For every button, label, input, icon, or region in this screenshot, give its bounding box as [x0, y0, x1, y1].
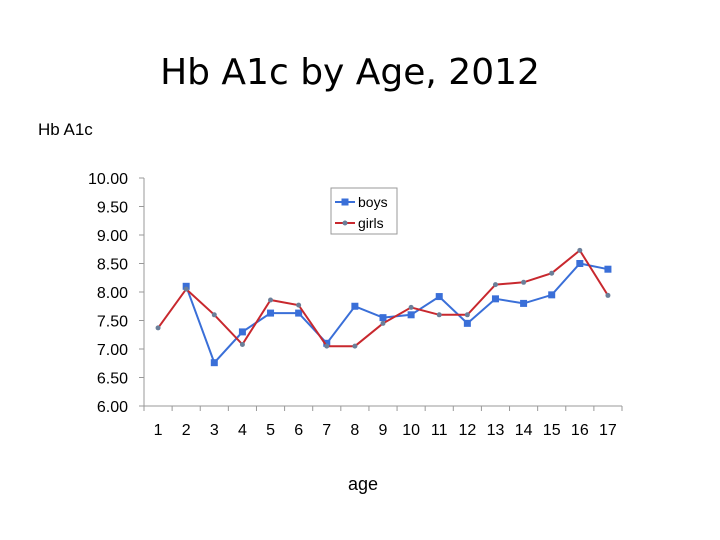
data-point-girls	[492, 282, 498, 288]
data-point-girls	[605, 292, 611, 298]
legend-label-girls: girls	[358, 215, 384, 231]
data-point-girls	[521, 279, 527, 285]
data-point-boys	[604, 265, 612, 273]
legend-label-boys: boys	[358, 194, 388, 210]
data-point-boys	[407, 311, 415, 319]
data-point-boys	[463, 319, 471, 327]
data-point-boys	[576, 260, 584, 267]
data-point-boys	[548, 291, 556, 299]
data-point-girls	[408, 304, 414, 310]
data-point-boys	[491, 295, 499, 303]
x-axis-title: age	[348, 474, 379, 494]
x-tick-label: 7	[322, 422, 331, 439]
series-line-boys	[185, 262, 609, 365]
data-point-boys	[379, 314, 387, 322]
x-tick-label: 13	[487, 422, 505, 439]
legend-swatch-marker	[342, 220, 348, 226]
data-point-boys	[435, 293, 443, 301]
data-point-girls	[183, 286, 189, 292]
x-tick-label: 4	[238, 422, 247, 439]
x-tick-label: 1	[154, 422, 163, 439]
x-tick-label: 3	[210, 422, 219, 439]
y-tick-label: 7.50	[97, 314, 128, 331]
data-point-girls	[577, 247, 583, 253]
legend-box	[330, 187, 398, 235]
x-tick-label: 11	[431, 422, 448, 439]
data-point-boys	[295, 309, 303, 317]
data-point-girls	[549, 270, 555, 276]
data-point-girls	[155, 325, 161, 331]
data-point-girls	[211, 312, 217, 318]
data-point-girls	[464, 312, 470, 318]
data-point-girls	[296, 302, 302, 308]
y-tick-label: 6.00	[97, 399, 128, 416]
data-point-boys	[267, 309, 275, 317]
data-point-boys	[238, 328, 246, 336]
x-tick-label: 2	[182, 422, 191, 439]
x-tick-label: 6	[294, 422, 303, 439]
y-tick-label: 10.00	[88, 171, 128, 188]
x-tick-label: 10	[402, 422, 420, 439]
data-point-girls	[324, 343, 330, 349]
y-tick-label: 8.00	[97, 285, 128, 302]
x-tick-label: 15	[543, 422, 561, 439]
data-point-girls	[380, 320, 386, 326]
data-point-girls	[239, 341, 245, 347]
data-point-girls	[268, 297, 274, 303]
y-axis-title: Hb A1c	[38, 120, 93, 139]
x-tick-label: 16	[571, 422, 589, 439]
x-tick-label: 14	[515, 422, 533, 439]
data-point-boys	[323, 339, 331, 347]
x-tick-label: 8	[350, 422, 359, 439]
x-tick-label: 17	[599, 422, 617, 439]
x-tick-label: 5	[266, 422, 275, 439]
y-tick-label: 6.50	[97, 371, 128, 388]
y-tick-label: 8.50	[97, 257, 128, 274]
x-tick-label: 12	[458, 422, 476, 439]
legend-swatch-marker	[341, 198, 349, 206]
data-point-boys	[351, 302, 359, 310]
data-point-boys	[520, 299, 528, 307]
y-tick-label: 7.00	[97, 342, 128, 359]
data-point-girls	[352, 343, 358, 349]
chart-title: Hb A1c by Age, 2012	[160, 52, 540, 93]
data-point-boys	[210, 359, 218, 367]
data-point-boys	[182, 282, 190, 290]
data-point-girls	[436, 312, 442, 318]
x-tick-label: 9	[379, 422, 388, 439]
y-tick-label: 9.50	[97, 200, 128, 217]
y-tick-label: 9.00	[97, 228, 128, 245]
